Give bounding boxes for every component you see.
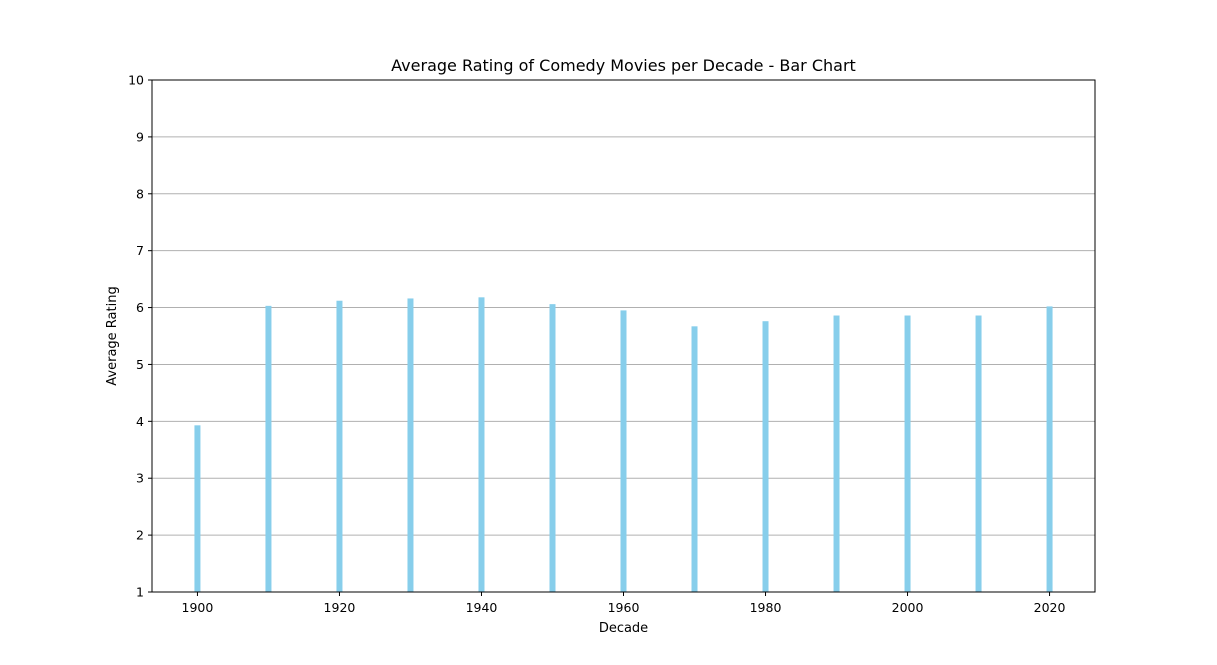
y-tick-label: 1 [136, 585, 144, 600]
bar [549, 304, 556, 592]
y-axis-label: Average Rating [105, 286, 120, 385]
bar [833, 315, 840, 592]
y-tick-label: 5 [136, 357, 144, 372]
bar [975, 315, 982, 592]
x-tick-label: 2000 [892, 600, 924, 615]
y-axis-ticks: 1 2 3 4 5 6 7 8 9 10 [128, 73, 152, 600]
y-tick-label: 3 [136, 471, 144, 486]
x-axis-label: Decade [599, 621, 648, 636]
bar [478, 297, 485, 592]
y-tick-label: 9 [136, 129, 144, 144]
x-tick-label: 2020 [1034, 600, 1066, 615]
y-tick-label: 4 [136, 414, 144, 429]
bar [691, 326, 698, 592]
bar [904, 315, 911, 592]
x-tick-label: 1940 [466, 600, 498, 615]
bars [194, 297, 1053, 592]
bar [620, 310, 627, 592]
x-tick-label: 1960 [608, 600, 640, 615]
bar [1046, 306, 1053, 592]
bar [336, 300, 343, 592]
y-tick-label: 6 [136, 300, 144, 315]
y-tick-label: 2 [136, 528, 144, 543]
chart-title: Average Rating of Comedy Movies per Deca… [391, 56, 856, 75]
x-tick-label: 1980 [750, 600, 782, 615]
y-tick-label: 10 [128, 73, 144, 88]
x-tick-label: 1920 [324, 600, 356, 615]
bar [762, 321, 769, 592]
x-tick-label: 1900 [182, 600, 214, 615]
y-tick-label: 8 [136, 186, 144, 201]
bar [265, 305, 272, 592]
x-axis-ticks: 1900 1920 1940 1960 1980 2000 2020 [182, 592, 1066, 615]
bar [407, 298, 414, 592]
y-tick-label: 7 [136, 243, 144, 258]
bar [194, 425, 201, 592]
